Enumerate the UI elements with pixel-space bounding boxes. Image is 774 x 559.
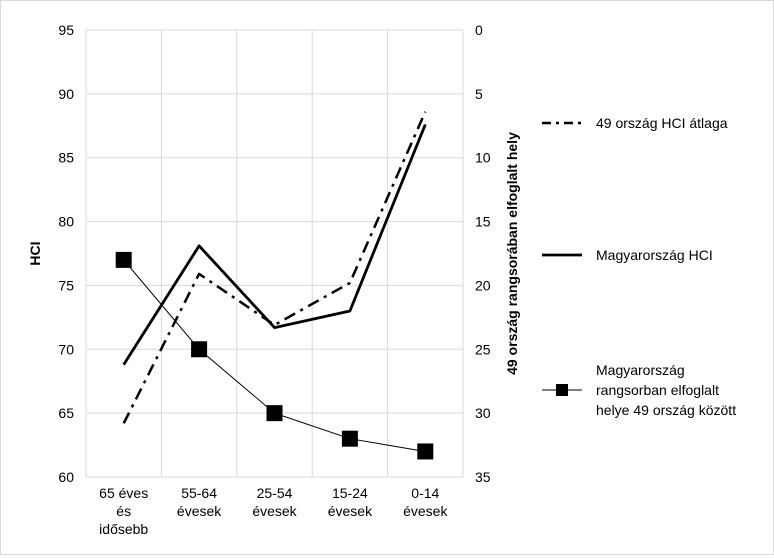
x-tick-label-line: évesek — [403, 503, 448, 519]
series-marker-2 — [341, 430, 358, 447]
y-left-axis-title: HCI — [27, 241, 43, 265]
legend-label-2: Magyarország rangsorban elfoglalt helye 49… — [596, 362, 736, 418]
gridlines — [85, 29, 464, 478]
legend-label-line: Magyarország — [596, 362, 685, 378]
x-tick-label: 25-54 évesek — [252, 485, 297, 519]
y-left-tick-label: 90 — [58, 86, 74, 102]
y-right-tick-label: 15 — [475, 214, 491, 230]
legend-label-line: 49 ország HCI átlaga — [596, 115, 728, 131]
series-marker-2 — [115, 251, 132, 268]
x-tick-label: 0-14 évesek — [403, 485, 448, 519]
x-tick-label: 55-64 évesek — [177, 485, 222, 519]
x-tick-label: 65 éves és idősebb — [99, 485, 148, 537]
y-right-tick-label: 10 — [475, 150, 491, 166]
y-right-tick-label: 20 — [475, 277, 491, 293]
x-tick-label-line: évesek — [177, 503, 222, 519]
legend: 49 ország HCI átlaga Magyarország HCI Magy… — [542, 115, 736, 418]
series-line-2 — [123, 259, 426, 452]
legend-marker-2 — [556, 384, 568, 396]
x-tick-label-line: 65 éves — [99, 485, 148, 501]
series-marker-2 — [191, 341, 208, 358]
y-left-tick-label: 85 — [58, 150, 74, 166]
y-right-tick-label: 35 — [475, 469, 491, 485]
series — [115, 111, 434, 460]
legend-label-line: helye 49 ország között — [596, 402, 736, 418]
y-left-tick-label: 80 — [58, 214, 74, 230]
y-right-tick-label: 25 — [475, 341, 491, 357]
y-left-tick-label: 70 — [58, 341, 74, 357]
series-marker-2 — [417, 443, 434, 460]
y-left-tick-label: 75 — [58, 277, 74, 293]
x-tick-label-line: 15-24 — [332, 485, 368, 501]
x-tick-label-line: évesek — [252, 503, 297, 519]
y-left-tick-label: 60 — [58, 469, 74, 485]
legend-label-0: 49 ország HCI átlaga — [596, 115, 728, 131]
x-tick-label: 15-24 évesek — [328, 485, 373, 519]
x-tick-label-line: évesek — [328, 503, 373, 519]
y-right-tick-label: 5 — [475, 86, 483, 102]
legend-label-line: Magyarország HCI — [596, 247, 713, 263]
y-right-tick-label: 0 — [475, 22, 483, 38]
x-tick-label-line: és — [116, 503, 131, 519]
y-right-tick-label: 30 — [475, 405, 491, 421]
series-marker-2 — [266, 405, 283, 422]
legend-label-line: rangsorban elfoglalt — [596, 382, 719, 398]
legend-label-1: Magyarország HCI — [596, 247, 713, 263]
axes: 60 65 70 75 80 85 90 95 35 30 25 20 15 10 5 0 65 éves és i… — [27, 22, 520, 537]
series-line-0 — [122, 111, 427, 424]
series-line-1 — [122, 123, 427, 366]
x-tick-label-line: idősebb — [99, 521, 148, 537]
x-tick-label-line: 55-64 — [181, 485, 217, 501]
y-right-axis-title: 49 ország rangsorában elfoglalt hely — [504, 132, 520, 375]
x-tick-label-line: 25-54 — [257, 485, 293, 501]
y-left-tick-label: 95 — [58, 22, 74, 38]
y-left-tick-label: 65 — [58, 405, 74, 421]
x-tick-label-line: 0-14 — [411, 485, 439, 501]
